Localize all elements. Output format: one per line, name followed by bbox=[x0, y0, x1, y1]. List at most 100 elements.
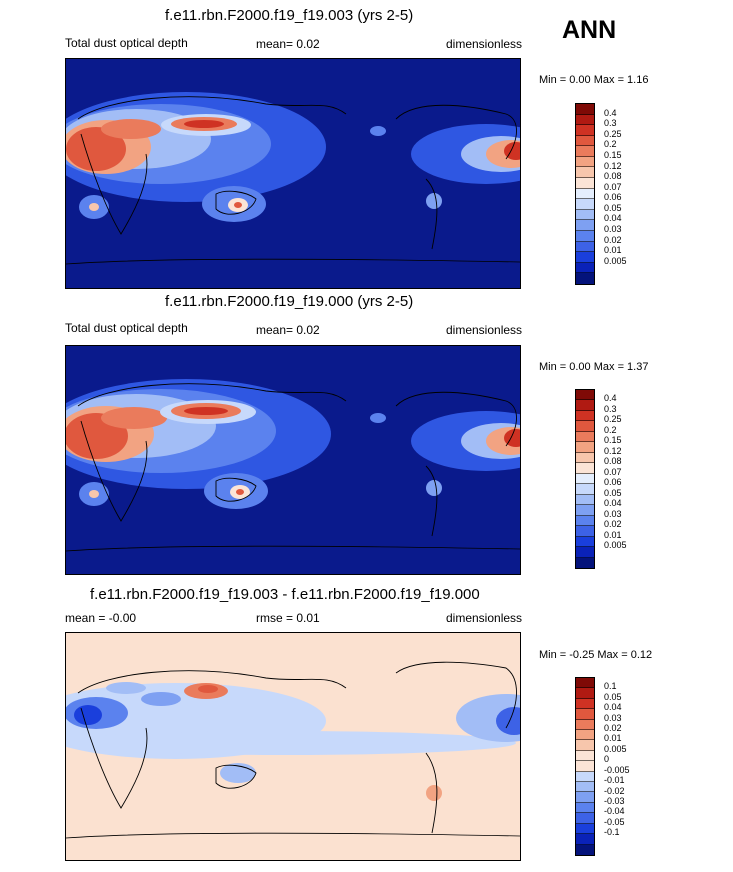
colorbar-label: 0.06 bbox=[604, 192, 622, 203]
colorbar-swatch bbox=[576, 473, 594, 485]
colorbar-swatch bbox=[576, 782, 594, 793]
colorbar-swatch bbox=[576, 834, 594, 845]
colorbar-swatch bbox=[576, 750, 594, 762]
colorbar-swatch bbox=[576, 400, 594, 411]
colorbar-label: 0.25 bbox=[604, 128, 622, 139]
colorbar-swatch bbox=[576, 536, 594, 548]
colorbar-swatch bbox=[576, 709, 594, 720]
colorbar-label: 0.04 bbox=[604, 498, 622, 509]
colorbar-swatch bbox=[576, 678, 594, 689]
colorbar-label: 0.01 bbox=[604, 529, 622, 540]
colorbar-swatch bbox=[576, 771, 594, 783]
colorbar-swatch bbox=[576, 125, 594, 136]
colorbar-label: 0.03 bbox=[604, 712, 622, 723]
colorbar-swatch bbox=[576, 515, 594, 527]
colorbar-swatch bbox=[576, 114, 594, 126]
panel-2-colorbar bbox=[575, 389, 595, 569]
colorbar-swatch bbox=[576, 241, 594, 253]
colorbar-label: 0.05 bbox=[604, 691, 622, 702]
panel-2-variable-label: Total dust optical depth bbox=[65, 321, 188, 335]
colorbar-label: 0.12 bbox=[604, 445, 622, 456]
colorbar-label: 0.3 bbox=[604, 118, 617, 129]
panel-3-colorbar bbox=[575, 677, 595, 856]
colorbar-label: 0.06 bbox=[604, 477, 622, 488]
colorbar-label: 0.005 bbox=[604, 255, 627, 266]
colorbar-swatch bbox=[576, 698, 594, 710]
colorbar-swatch bbox=[576, 505, 594, 516]
colorbar-label: 0.15 bbox=[604, 435, 622, 446]
colorbar-swatch bbox=[576, 209, 594, 221]
colorbar-label: 0.08 bbox=[604, 456, 622, 467]
colorbar-label: 0.04 bbox=[604, 213, 622, 224]
panel-3-map bbox=[65, 632, 521, 861]
colorbar-swatch bbox=[576, 442, 594, 453]
panel-1-variable-label: Total dust optical depth bbox=[65, 36, 188, 50]
colorbar-label: 0.1 bbox=[604, 681, 617, 692]
colorbar-label: 0.2 bbox=[604, 424, 617, 435]
colorbar-swatch bbox=[576, 156, 594, 168]
panel-2-map bbox=[65, 345, 521, 575]
colorbar-label: 0.01 bbox=[604, 245, 622, 256]
colorbar-swatch bbox=[576, 104, 594, 115]
colorbar-label: 0.4 bbox=[604, 393, 617, 404]
season-label: ANN bbox=[562, 16, 617, 44]
colorbar-swatch bbox=[576, 484, 594, 495]
panel-1-units-label: dimensionless bbox=[446, 37, 523, 51]
colorbar-swatch bbox=[576, 844, 594, 855]
panel-3-rmse-label: rmse = 0.01 bbox=[256, 611, 320, 625]
colorbar-swatch bbox=[576, 167, 594, 179]
colorbar-label: 0.02 bbox=[604, 723, 622, 734]
colorbar-label: -0.1 bbox=[604, 827, 620, 838]
colorbar-swatch bbox=[576, 410, 594, 422]
colorbar-label: 0.25 bbox=[604, 414, 622, 425]
colorbar-label: 0.12 bbox=[604, 160, 622, 171]
colorbar-swatch bbox=[576, 813, 594, 824]
colorbar-label: -0.04 bbox=[604, 806, 625, 817]
panel-1-title: f.e11.rbn.F2000.f19_f19.003 (yrs 2-5) bbox=[165, 7, 414, 24]
colorbar-swatch bbox=[576, 230, 594, 242]
panel-2-min-max: Min = 0.00 Max = 1.37 bbox=[539, 361, 649, 373]
panel-2-title: f.e11.rbn.F2000.f19_f19.000 (yrs 2-5) bbox=[165, 293, 414, 310]
colorbar-label: 0.05 bbox=[604, 487, 622, 498]
colorbar-swatch bbox=[576, 390, 594, 401]
colorbar-label: 0.02 bbox=[604, 234, 622, 245]
colorbar-swatch bbox=[576, 262, 594, 274]
panel-1-map bbox=[65, 58, 521, 289]
colorbar-swatch bbox=[576, 220, 594, 231]
colorbar-label: 0.07 bbox=[604, 181, 622, 192]
colorbar-label: -0.03 bbox=[604, 795, 625, 806]
colorbar-swatch bbox=[576, 719, 594, 731]
colorbar-label: 0.08 bbox=[604, 171, 622, 182]
panel-1-min-max: Min = 0.00 Max = 1.16 bbox=[539, 74, 649, 86]
panel-1-colorbar bbox=[575, 103, 595, 285]
colorbar-label: 0.4 bbox=[604, 107, 617, 118]
colorbar-label: 0 bbox=[604, 754, 610, 765]
colorbar-label: 0.04 bbox=[604, 702, 622, 713]
colorbar-label: 0.005 bbox=[604, 743, 627, 754]
colorbar-swatch bbox=[576, 421, 594, 432]
panel-3-mean-label: mean = -0.00 bbox=[65, 611, 137, 625]
panel-3-units-label: dimensionless bbox=[446, 611, 523, 625]
colorbar-swatch bbox=[576, 740, 594, 751]
colorbar-label: 0.01 bbox=[604, 733, 622, 744]
colorbar-swatch bbox=[576, 463, 594, 474]
panel-3-title: f.e11.rbn.F2000.f19_f19.003 - f.e11.rbn.… bbox=[90, 586, 480, 603]
colorbar-swatch bbox=[576, 761, 594, 772]
colorbar-swatch bbox=[576, 688, 594, 699]
colorbar-label: 0.15 bbox=[604, 149, 622, 160]
colorbar-swatch bbox=[576, 494, 594, 506]
colorbar-swatch bbox=[576, 557, 594, 568]
colorbar-label: 0.03 bbox=[604, 508, 622, 519]
colorbar-swatch bbox=[576, 188, 594, 200]
colorbar-label: -0.05 bbox=[604, 816, 625, 827]
colorbar-swatch bbox=[576, 146, 594, 157]
colorbar-swatch bbox=[576, 252, 594, 263]
colorbar-label: 0.03 bbox=[604, 224, 622, 235]
colorbar-swatch bbox=[576, 452, 594, 464]
colorbar-label: 0.02 bbox=[604, 519, 622, 530]
colorbar-swatch bbox=[576, 730, 594, 741]
colorbar-swatch bbox=[576, 135, 594, 147]
colorbar-swatch bbox=[576, 431, 594, 443]
colorbar-swatch bbox=[576, 526, 594, 537]
colorbar-label: 0.05 bbox=[604, 202, 622, 213]
